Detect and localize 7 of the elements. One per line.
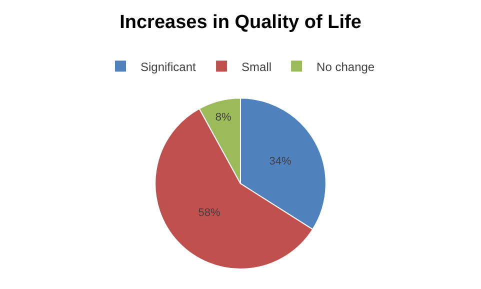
- legend-label: Small: [242, 60, 272, 74]
- data-label: 58%: [198, 206, 220, 219]
- chart-title: Increases in Quality of Life: [120, 12, 362, 33]
- data-label: 8%: [215, 111, 232, 124]
- legend-label: No change: [316, 60, 375, 74]
- data-label: 34%: [269, 156, 292, 168]
- legend-label: Significant: [140, 60, 197, 74]
